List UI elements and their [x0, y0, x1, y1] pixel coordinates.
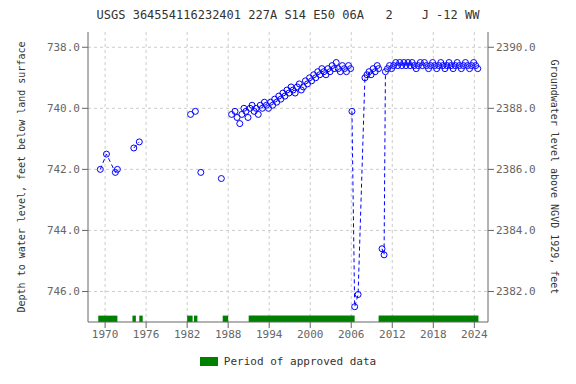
svg-text:740.0: 740.0	[47, 102, 80, 115]
svg-text:742.0: 742.0	[47, 163, 80, 176]
svg-text:1988: 1988	[215, 328, 242, 341]
svg-text:744.0: 744.0	[47, 224, 80, 237]
svg-text:1976: 1976	[133, 328, 160, 341]
svg-text:2382.0: 2382.0	[496, 285, 536, 298]
svg-text:2390.0: 2390.0	[496, 41, 536, 54]
svg-text:738.0: 738.0	[47, 41, 80, 54]
svg-text:2012: 2012	[379, 328, 406, 341]
svg-text:2024: 2024	[461, 328, 488, 341]
svg-text:Groundwater level above NGVD 1: Groundwater level above NGVD 1929, feet	[549, 60, 560, 295]
svg-text:2018: 2018	[420, 328, 447, 341]
svg-text:746.0: 746.0	[47, 285, 80, 298]
svg-text:1970: 1970	[92, 328, 119, 341]
svg-text:2000: 2000	[297, 328, 324, 341]
svg-text:1982: 1982	[174, 328, 201, 341]
svg-text:2006: 2006	[338, 328, 365, 341]
svg-text:2386.0: 2386.0	[496, 163, 536, 176]
svg-text:2388.0: 2388.0	[496, 102, 536, 115]
html-text:Period of approved data: Period of approved data	[223, 354, 377, 368]
svg-text:1994: 1994	[256, 328, 283, 341]
svg-text:2384.0: 2384.0	[496, 224, 536, 237]
svg-text:Depth to water level, feet bel: Depth to water level, feet below land su…	[16, 42, 27, 313]
html-text:USGS 364554116232401 227A S14: USGS 364554116232401 227A S14 E50 06A 2 …	[96, 8, 480, 22]
